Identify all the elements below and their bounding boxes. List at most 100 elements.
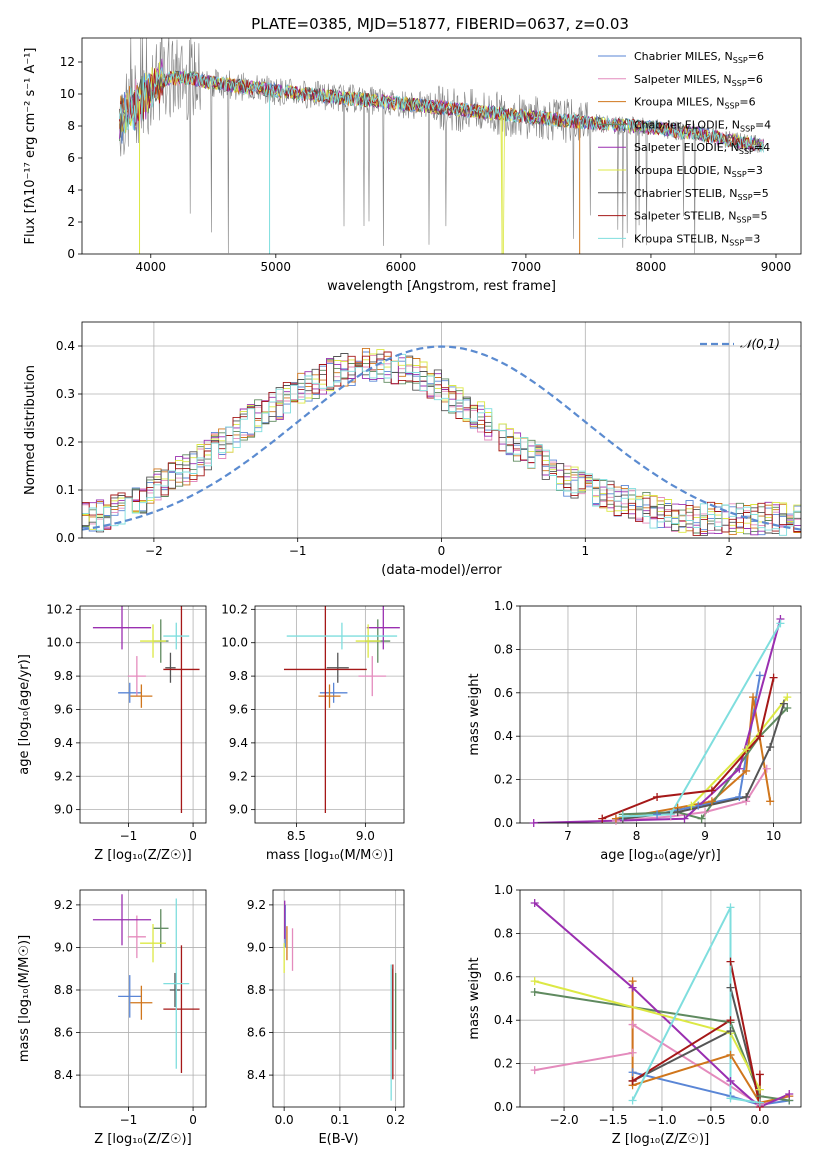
x-tick-label: 4000: [136, 260, 167, 274]
data-point-marker: [707, 797, 716, 806]
y-tick-label: 2: [67, 215, 75, 229]
y-tick-label: 0.4: [494, 1013, 513, 1027]
data-point-marker: [762, 764, 771, 773]
y-tick-label: 0.8: [494, 926, 513, 940]
data-point-marker: [530, 899, 539, 908]
x-axis-label: E(B-V): [318, 1132, 358, 1147]
y-tick-label: 9.8: [229, 669, 248, 683]
x-tick-label: 9.0: [356, 829, 375, 843]
normal-reference-curve: [82, 345, 801, 531]
y-tick-label: 9.2: [54, 769, 73, 783]
data-point-marker: [749, 693, 758, 702]
x-tick-label: −1.0: [647, 1113, 676, 1127]
y-tick-label: 9.4: [229, 736, 248, 750]
y-tick-label: 10.2: [221, 602, 248, 616]
x-axis-label: wavelength [Angstrom, rest frame]: [327, 279, 556, 294]
x-tick-label: −0.5: [696, 1113, 725, 1127]
panel-mass-vs-ebv: 0.0 0.1 0.2 8.4 8.6 8.8 9.0 9.2 E(B-V): [247, 889, 405, 1147]
data-point-marker: [611, 814, 620, 823]
x-axis-label: Z [log₁₀(Z/Z☉)]: [94, 848, 191, 863]
legend-entry: Salpeter STELIB, NSSP=5: [634, 210, 768, 225]
legend-entry: 𝒩(0,1): [740, 337, 780, 351]
x-tick-label: −1.5: [598, 1113, 627, 1127]
x-tick-label: 8000: [636, 260, 667, 274]
plot-area: [283, 900, 397, 1101]
y-tick-label: 0.0: [56, 531, 75, 545]
plot-area: [92, 606, 200, 813]
y-tick-label: 0.0: [494, 1100, 513, 1114]
data-point-marker: [742, 792, 751, 801]
x-axis-label: Z [log₁₀(Z/Z☉)]: [612, 1132, 709, 1147]
y-tick-label: 0.1: [56, 483, 75, 497]
legend-entry: Kroupa ELODIE, NSSP=3: [634, 164, 763, 179]
plot-area: [119, 38, 764, 254]
data-point-marker: [755, 671, 764, 680]
mass-weight-series: [631, 906, 761, 1104]
x-axis-label: Z [log₁₀(Z/Z☉)]: [94, 1132, 191, 1147]
y-tick-label: 0.3: [56, 387, 75, 401]
x-tick-label: 2: [725, 544, 733, 558]
y-tick-label: 0: [67, 247, 75, 261]
legend-entry: Salpeter MILES, NSSP=6: [634, 73, 763, 88]
panel-age-vs-Z: −1 0 9.0 9.2 9.4 9.6 9.8 10.0 10.2 Z [log₁₀(Z/Z☉)…: [17, 602, 207, 863]
x-axis-label: age [log₁₀(age/yr)]: [600, 848, 721, 863]
data-point-marker: [726, 1016, 735, 1025]
axes-frame: [272, 889, 405, 1108]
y-axis-label: mass weight: [467, 673, 482, 755]
data-point-marker: [687, 801, 696, 810]
x-tick-label: 0: [189, 1113, 197, 1127]
data-point-marker: [694, 801, 703, 810]
y-tick-label: 8: [67, 119, 75, 133]
data-point-marker: [628, 1048, 637, 1057]
data-point-marker: [628, 983, 637, 992]
data-point-marker: [653, 810, 662, 819]
axes-frame: [79, 605, 207, 824]
data-point-marker: [673, 808, 682, 817]
y-tick-label: 8.6: [247, 1026, 266, 1040]
data-point-marker: [785, 1089, 794, 1098]
data-point-marker: [726, 983, 735, 992]
data-point-marker: [628, 1076, 637, 1085]
y-tick-label: 9.4: [54, 736, 73, 750]
data-point-marker: [755, 1085, 764, 1094]
data-point-marker: [618, 812, 627, 821]
model-spectrum-line: [119, 61, 764, 254]
y-tick-label: 9.0: [54, 803, 73, 817]
data-point-marker: [628, 1096, 637, 1105]
y-tick-label: 10: [60, 87, 75, 101]
x-tick-label: 8.5: [287, 829, 306, 843]
data-point-marker: [726, 903, 735, 912]
model-spectrum-line: [119, 58, 764, 151]
y-tick-label: 8.4: [54, 1068, 73, 1082]
residual-histogram: [82, 353, 801, 536]
data-point-marker: [755, 1070, 764, 1079]
y-axis-label: age [log₁₀(age/yr)]: [17, 654, 32, 775]
y-axis-label: Normed distribution: [23, 365, 38, 495]
panel-age-vs-mass: 8.5 9.0 9.0 9.2 9.4 9.6 9.8 10.0 10.2 mass [log₁₀…: [221, 602, 405, 863]
x-tick-label: 5000: [261, 260, 292, 274]
model-spectrum-line: [119, 66, 764, 153]
data-point-marker: [598, 814, 607, 823]
data-point-marker: [735, 792, 744, 801]
panel-mass-vs-Z: −1 0 8.4 8.6 8.8 9.0 9.2 Z [log₁₀(Z/Z☉)] mass [l…: [17, 889, 207, 1147]
data-point-marker: [628, 1068, 637, 1077]
y-tick-label: 6: [67, 151, 75, 165]
data-point-marker: [530, 987, 539, 996]
legend-entry: Kroupa STELIB, NSSP=3: [634, 232, 760, 247]
data-point-marker: [783, 703, 792, 712]
y-tick-label: 0.2: [494, 1057, 513, 1071]
data-point-marker: [697, 814, 706, 823]
x-tick-label: 1: [581, 544, 589, 558]
x-tick-label: 9000: [761, 260, 792, 274]
y-tick-label: 1.0: [494, 599, 513, 613]
panel-spectrum: 4000 5000 6000 7000 8000 9000 0 2 4 6 8 10 12 wavelen…: [23, 37, 802, 294]
data-point-marker: [766, 797, 775, 806]
mass-weight-series: [615, 696, 772, 820]
y-tick-label: 0.4: [494, 729, 513, 743]
y-tick-label: 10.0: [221, 636, 248, 650]
mass-weight-series: [632, 961, 761, 1107]
panel-mass-weight-vs-Z: −2.0 −1.5 −1.0 −0.5 0.0 0.0 0.2 0.4 0.6 0.8 1.0 Z […: [467, 883, 802, 1147]
y-axis-label: mass weight: [467, 957, 482, 1039]
data-point-marker: [755, 1098, 764, 1107]
data-point-marker: [735, 764, 744, 773]
